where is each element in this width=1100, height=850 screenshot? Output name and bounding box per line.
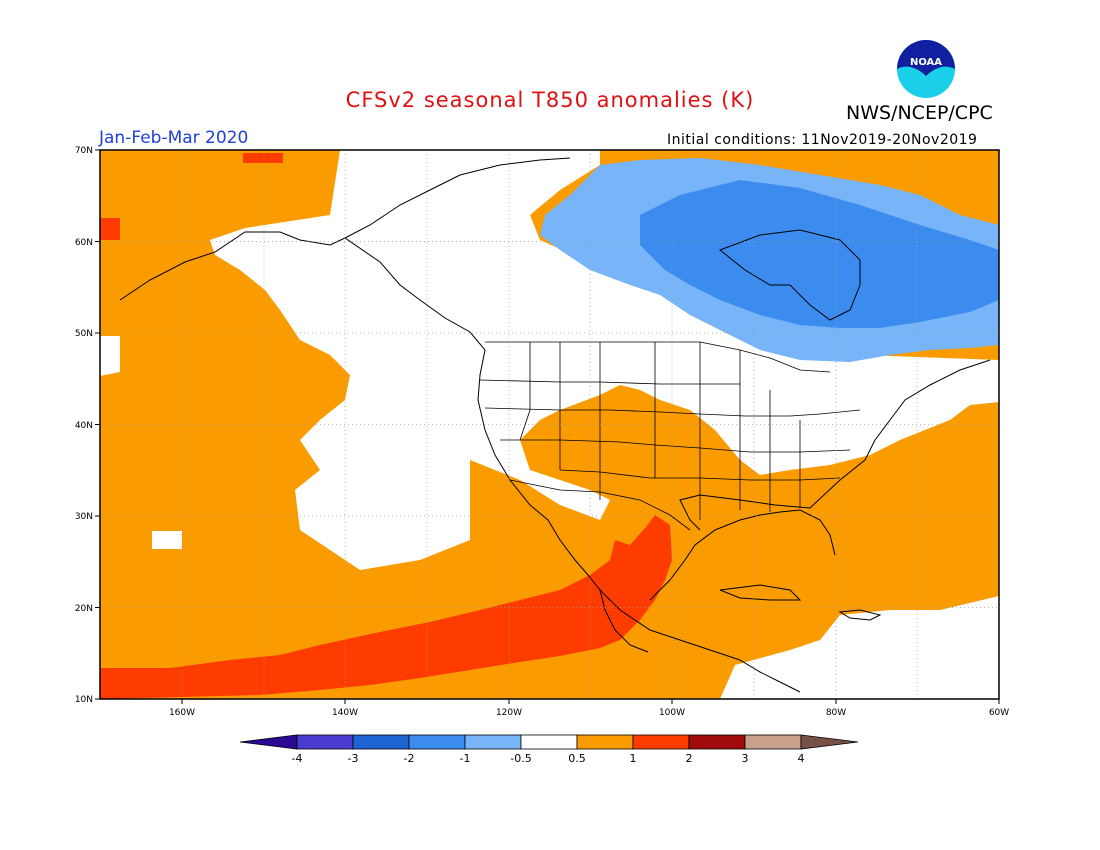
lon-label: 100W — [659, 708, 685, 718]
anomaly-fill-neutral-islet — [152, 531, 182, 549]
lon-label: 140W — [332, 708, 358, 718]
political-boundaries — [479, 341, 861, 531]
legend-swatch — [632, 734, 690, 750]
agency-label: NWS/NCEP/CPC — [846, 102, 993, 124]
legend-label: 1 — [630, 752, 637, 765]
lon-label: 160W — [169, 708, 195, 718]
legend-label: -2 — [404, 752, 415, 765]
forecast-period: Jan-Feb-Mar 2020 — [99, 128, 249, 148]
lat-label: 50N — [75, 329, 93, 339]
color-legend: -4 -3 -2 -1 -0.5 0.5 1 2 3 4 — [239, 734, 859, 765]
lat-label: 40N — [75, 421, 93, 431]
legend-label: 0.5 — [568, 752, 586, 765]
lat-label: 30N — [75, 512, 93, 522]
anomaly-fill-red — [100, 515, 672, 699]
initial-conditions: Initial conditions: 11Nov2019-20Nov2019 — [667, 132, 978, 148]
legend-swatch — [744, 734, 802, 750]
lon-label: 80W — [826, 708, 846, 718]
legend-label: 4 — [798, 752, 805, 765]
legend-swatch — [408, 734, 466, 750]
lon-label: 120W — [496, 708, 522, 718]
lat-label: 20N — [75, 604, 93, 614]
legend-label: -1 — [460, 752, 471, 765]
anomaly-fill-blue-medium — [640, 180, 999, 328]
lon-label: 60W — [989, 708, 1009, 718]
legend-swatch — [688, 734, 746, 750]
legend-swatch — [520, 734, 578, 750]
legend-label: -0.5 — [510, 752, 531, 765]
anomaly-fill-neutral-atlantic — [720, 596, 999, 699]
anomaly-fill-neutral — [210, 150, 999, 570]
legend-label: 2 — [686, 752, 693, 765]
anomaly-fill-neutral-west-edge — [100, 336, 120, 376]
legend-swatch — [464, 734, 522, 750]
coastlines — [119, 157, 991, 693]
legend-swatch-max — [800, 734, 859, 750]
logo-text: NOAA — [910, 57, 942, 68]
legend-swatch — [296, 734, 354, 750]
tick-marks — [95, 149, 1000, 704]
chart-title: CFSv2 seasonal T850 anomalies (K) — [345, 88, 755, 112]
legend-swatch — [576, 734, 634, 750]
lat-label: 70N — [75, 146, 93, 156]
legend-swatch — [352, 734, 410, 750]
anomaly-fill-red-edge — [100, 218, 120, 240]
noaa-logo-icon: NOAA — [897, 40, 955, 98]
legend-label: 3 — [742, 752, 749, 765]
legend-swatch-min — [239, 734, 298, 750]
legend-label: -4 — [292, 752, 303, 765]
anomaly-fill-red-alaska — [243, 153, 283, 163]
lat-label: 10N — [75, 695, 93, 705]
lat-label: 60N — [75, 238, 93, 248]
legend-label: -3 — [348, 752, 359, 765]
